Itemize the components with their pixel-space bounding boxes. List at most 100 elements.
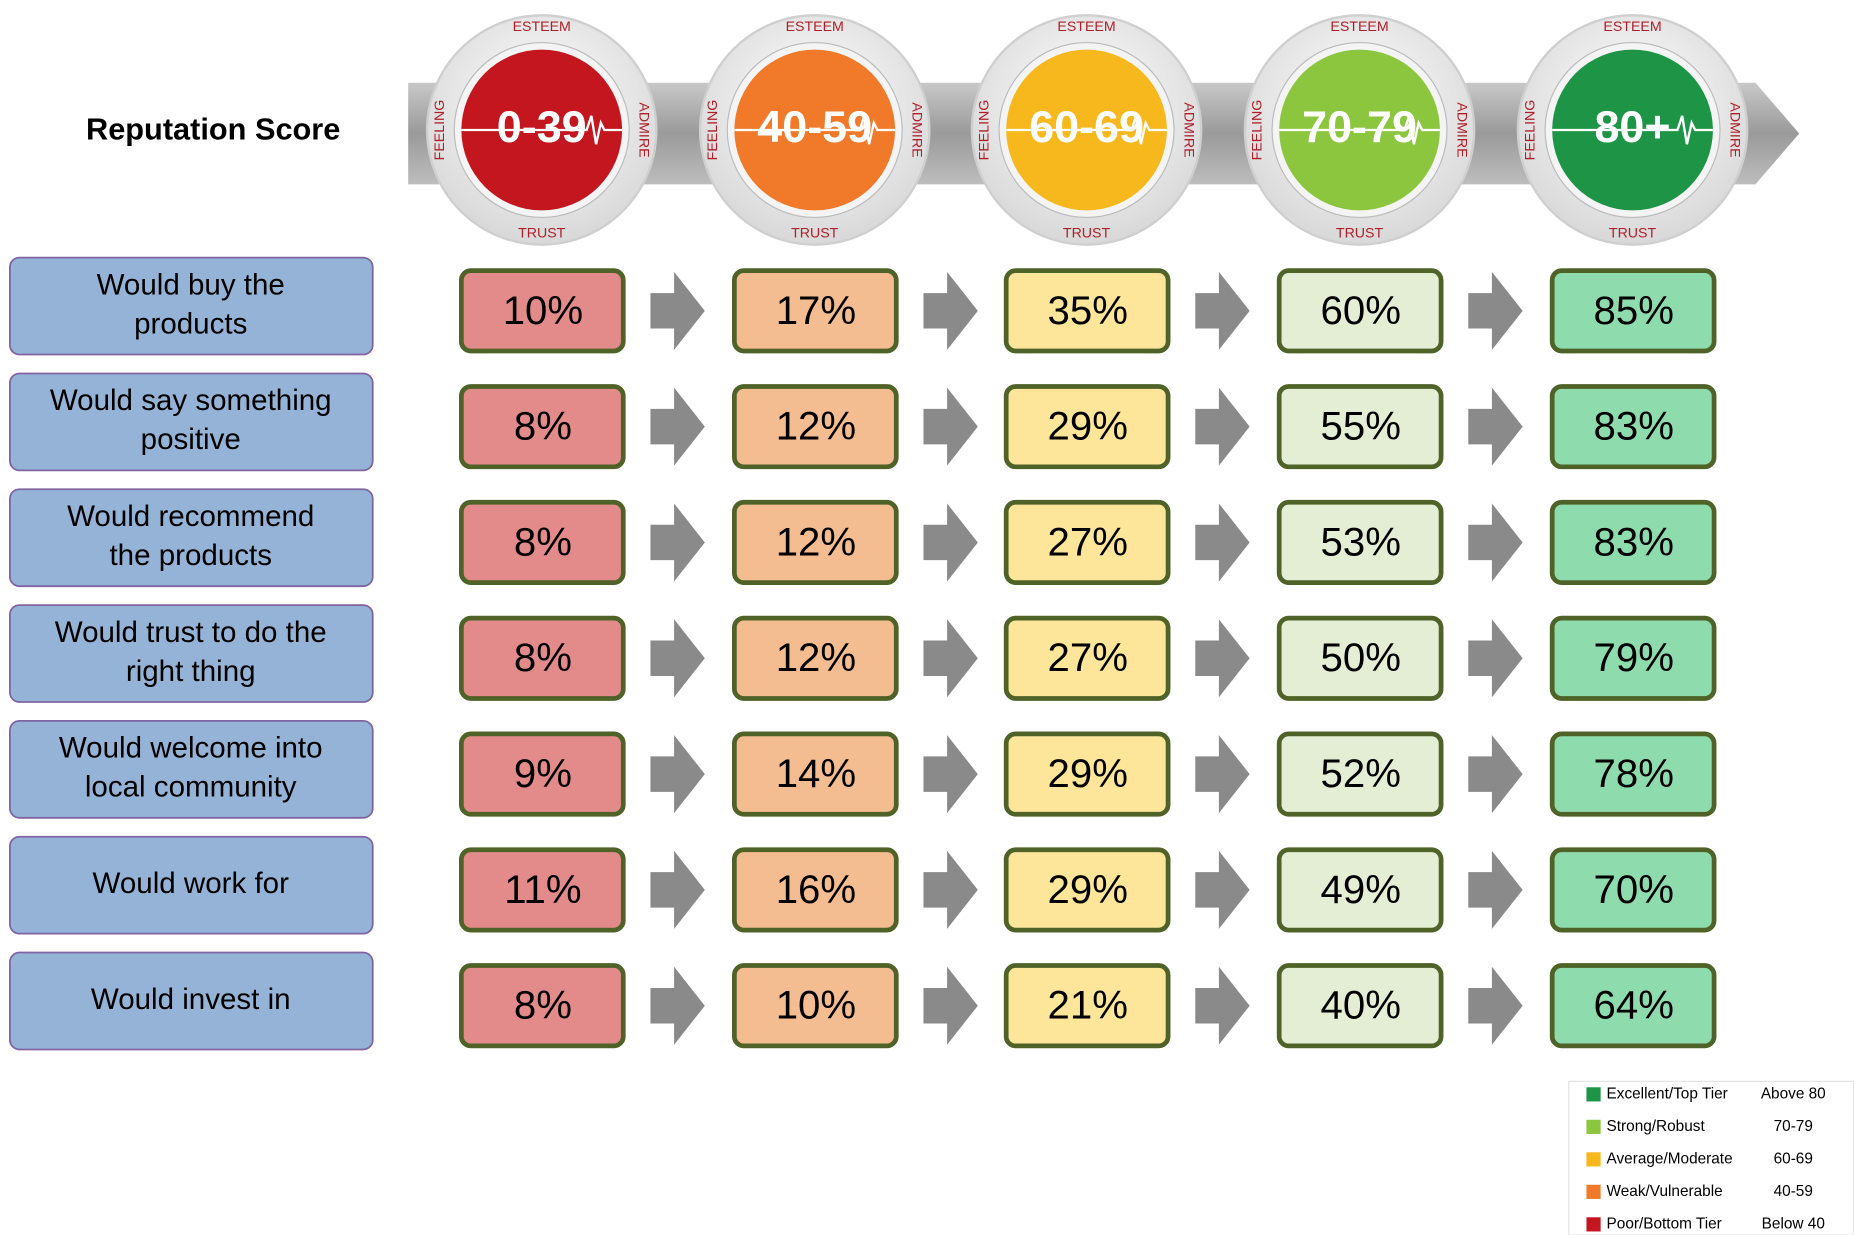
arrow — [1195, 503, 1250, 582]
arrow — [923, 503, 978, 582]
legend-name: Strong/Robust — [1607, 1118, 1706, 1135]
value-text: 40% — [1321, 983, 1401, 1028]
legend-swatch — [1586, 1152, 1601, 1167]
value-cell — [732, 963, 899, 1049]
value-text: 55% — [1321, 404, 1401, 449]
value-text: 60% — [1321, 288, 1401, 333]
arrow — [1468, 850, 1523, 929]
arrow — [1195, 850, 1250, 929]
legend-range: 60-69 — [1774, 1150, 1813, 1167]
arrow — [1195, 387, 1250, 466]
value-cell — [458, 615, 626, 701]
arrow — [923, 966, 978, 1045]
value-text: 53% — [1321, 519, 1401, 564]
arrow — [650, 387, 705, 466]
value-cell — [1549, 963, 1717, 1049]
value-text: 83% — [1594, 519, 1674, 564]
value-cell — [1003, 268, 1171, 354]
ring-word: ADMIRE — [1180, 102, 1196, 157]
gauge-label: 80+ — [1594, 101, 1670, 152]
value-text: 85% — [1594, 288, 1674, 333]
value-cell — [732, 731, 899, 817]
gauge-label: 70-79 — [1302, 101, 1417, 152]
value-text: 8% — [514, 635, 572, 680]
gauge-pulse — [1279, 115, 1440, 145]
value-text: 11% — [504, 867, 581, 912]
arrow — [650, 850, 705, 929]
value-cell — [1276, 384, 1444, 470]
legend-swatch — [1586, 1119, 1601, 1134]
value-cell — [1003, 615, 1171, 701]
gauge-pulse — [1552, 115, 1713, 145]
legend-swatch — [1586, 1184, 1601, 1199]
value-cell — [1276, 499, 1444, 585]
value-cell — [1276, 615, 1444, 701]
ring-word: ADMIRE — [636, 102, 652, 157]
arrow — [923, 271, 978, 350]
gauge-pulse — [1006, 115, 1167, 145]
legend-range: Above 80 — [1761, 1085, 1826, 1102]
row-label: products — [134, 307, 247, 340]
gauge-pulse — [461, 115, 623, 145]
value-cell — [732, 847, 899, 933]
ring-word: TRUST — [791, 226, 839, 242]
gauge-label: 0-39 — [497, 101, 587, 152]
value-text: 27% — [1048, 519, 1128, 564]
value-cell — [1276, 847, 1444, 933]
arrow — [1195, 271, 1250, 350]
value-text: 27% — [1048, 635, 1128, 680]
row-label: Would invest in — [91, 983, 291, 1016]
value-cell — [1276, 731, 1444, 817]
ring-word: TRUST — [1063, 226, 1111, 242]
value-cell — [1276, 268, 1444, 354]
arrow — [650, 271, 705, 350]
arrow — [1468, 735, 1523, 814]
row-label-box — [9, 720, 374, 819]
value-cell — [1003, 499, 1171, 585]
value-text: 29% — [1048, 404, 1128, 449]
ring-word: ADMIRE — [1453, 102, 1469, 157]
value-text: 50% — [1321, 635, 1401, 680]
legend-swatch — [1586, 1217, 1601, 1232]
ring-word: FEELING — [432, 100, 448, 161]
arrow — [1195, 619, 1250, 698]
value-text: 52% — [1321, 751, 1401, 796]
value-text: 70% — [1594, 867, 1674, 912]
ring-word: TRUST — [1336, 226, 1384, 242]
value-text: 8% — [514, 519, 572, 564]
value-cell — [1549, 499, 1717, 585]
value-cell — [1003, 847, 1171, 933]
row-label: positive — [141, 423, 241, 456]
arrow — [923, 387, 978, 466]
row-label-box — [9, 951, 374, 1051]
value-cell — [1003, 731, 1171, 817]
legend-name: Average/Moderate — [1607, 1150, 1733, 1167]
value-cell — [458, 847, 626, 933]
value-cell — [1003, 963, 1171, 1049]
ring-word: FEELING — [1250, 100, 1266, 161]
value-text: 12% — [776, 519, 856, 564]
value-text: 8% — [514, 983, 572, 1028]
arrow — [650, 503, 705, 582]
value-text: 10% — [503, 288, 583, 333]
value-text: 12% — [776, 404, 856, 449]
legend-name: Weak/Vulnerable — [1607, 1183, 1723, 1200]
value-text: 49% — [1321, 867, 1401, 912]
value-cell — [1549, 731, 1717, 817]
value-cell — [1549, 268, 1717, 354]
arrow — [1468, 966, 1523, 1045]
ring-word: FEELING — [977, 100, 993, 161]
legend-name: Excellent/Top Tier — [1607, 1085, 1728, 1102]
arrow — [650, 619, 705, 698]
value-text: 35% — [1048, 288, 1128, 333]
value-cell — [458, 499, 626, 585]
legend-range: 40-59 — [1774, 1183, 1813, 1200]
row-label: local community — [85, 771, 297, 804]
row-label-box — [9, 488, 374, 588]
legend-swatch — [1586, 1087, 1601, 1102]
gauge-label: 40-59 — [757, 101, 872, 152]
ring-word: ADMIRE — [909, 102, 925, 157]
arrow — [650, 735, 705, 814]
arrow — [1468, 387, 1523, 466]
